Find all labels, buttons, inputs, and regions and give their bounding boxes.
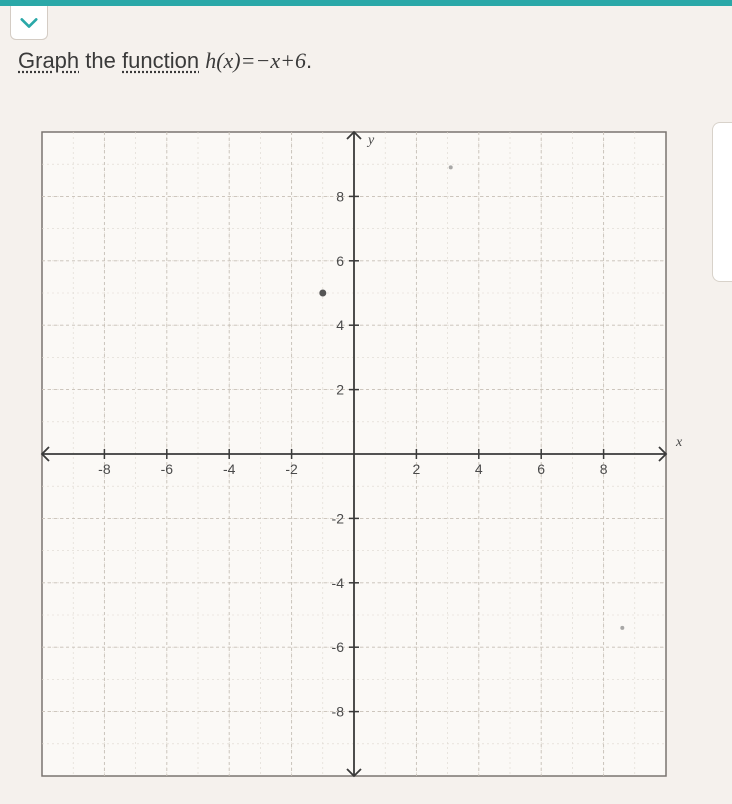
app-top-bar xyxy=(0,0,732,6)
svg-text:-8: -8 xyxy=(332,704,345,720)
chevron-down-icon xyxy=(20,17,38,29)
svg-text:4: 4 xyxy=(475,461,483,477)
collapse-toggle[interactable] xyxy=(10,6,48,40)
svg-text:-4: -4 xyxy=(332,575,345,591)
svg-text:6: 6 xyxy=(537,461,545,477)
keyword-function: function xyxy=(122,48,199,73)
svg-text:4: 4 xyxy=(336,317,344,333)
coordinate-plane[interactable]: -8 -6 -4 -2 2 4 6 8 -8 -6 -4 -2 2 4 6 8 y x xyxy=(14,118,694,790)
svg-text:6: 6 xyxy=(336,253,344,269)
svg-text:-8: -8 xyxy=(98,461,111,477)
question-text: Graph the function h(x)=−x+6. xyxy=(18,48,312,74)
svg-text:-2: -2 xyxy=(332,510,345,526)
svg-text:-4: -4 xyxy=(223,461,236,477)
keyword-graph: Graph xyxy=(18,48,79,73)
svg-text:-6: -6 xyxy=(332,639,345,655)
svg-text:-6: -6 xyxy=(161,461,174,477)
svg-text:y: y xyxy=(366,133,375,148)
svg-text:8: 8 xyxy=(600,461,608,477)
svg-text:2: 2 xyxy=(413,461,421,477)
chart-svg: -8 -6 -4 -2 2 4 6 8 -8 -6 -4 -2 2 4 6 8 y x xyxy=(14,118,694,790)
side-panel[interactable] xyxy=(712,122,732,282)
svg-text:8: 8 xyxy=(336,188,344,204)
svg-text:2: 2 xyxy=(336,382,344,398)
function-expression: h(x)=−x+6 xyxy=(205,48,306,73)
svg-text:x: x xyxy=(675,435,683,450)
svg-text:-2: -2 xyxy=(285,461,298,477)
